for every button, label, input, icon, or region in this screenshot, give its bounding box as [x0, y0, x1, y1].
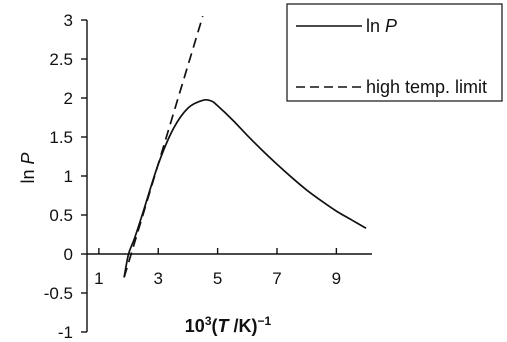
x-axis-title: 103(T /K)−1	[185, 314, 272, 336]
x-ticks: 1 3 5 7 9	[94, 248, 341, 288]
y-tick-label: 1	[64, 167, 73, 186]
series-high-temp-limit-line	[123, 15, 204, 278]
legend-label-high-temp-limit: high temp. limit	[366, 77, 487, 97]
x-tick-label: 5	[213, 269, 222, 288]
y-tick-label: 3	[64, 11, 73, 30]
y-tick-label: 0.5	[49, 206, 73, 225]
y-ticks: 3 2.5 2 1.5 1 0.5 0 -0.5 -1	[44, 11, 87, 342]
series-lnp-line	[123, 98, 367, 278]
x-tick-label: 1	[94, 269, 103, 288]
x-tick-label: 3	[154, 269, 163, 288]
y-tick-label: 1.5	[49, 128, 73, 147]
y-tick-label: 2	[64, 89, 73, 108]
x-tick-label: 7	[272, 269, 281, 288]
legend-box	[286, 3, 503, 102]
y-tick-label: -0.5	[44, 284, 73, 303]
y-axis: 3 2.5 2 1.5 1 0.5 0 -0.5 -1	[44, 11, 88, 342]
x-axis: 1 3 5 7 9	[87, 248, 372, 288]
y-tick-label: -1	[58, 323, 73, 342]
series-layer	[123, 15, 367, 278]
legend: ln P high temp. limit	[286, 3, 503, 102]
x-tick-label: 9	[332, 269, 341, 288]
y-tick-label: 0	[64, 245, 73, 264]
y-tick-label: 2.5	[49, 50, 73, 69]
legend-label-lnp: ln P	[366, 16, 397, 36]
y-axis-title: ln P	[18, 152, 38, 183]
